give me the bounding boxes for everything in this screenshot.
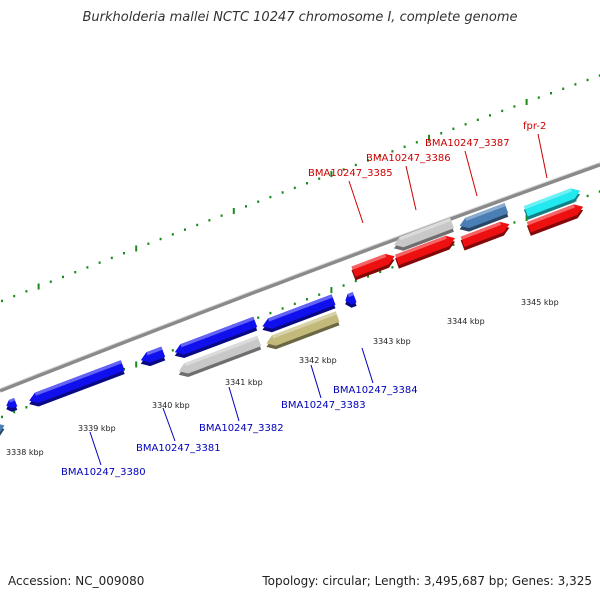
- gene-arrow-3381[interactable]: [140, 346, 166, 367]
- gene-arrow-fpr-2-face: [523, 188, 581, 217]
- leader-line: [310, 364, 322, 399]
- leader-line: [348, 180, 364, 224]
- tick-label: 3338 kbp: [6, 448, 44, 457]
- gene-arrow-fpr-2b-sheen: [526, 204, 575, 226]
- gene-arrow-3385[interactable]: [351, 253, 395, 281]
- tick-label: 3341 kbp: [225, 378, 263, 387]
- tick-label: 3343 kbp: [373, 337, 411, 346]
- tick-dot-rows: [1, 74, 600, 419]
- gene-label[interactable]: BMA10247_3380: [61, 467, 146, 478]
- tick-label: 3344 kbp: [447, 317, 485, 326]
- gene-arrow-3381-sheen: [146, 346, 163, 356]
- tick-label: 3339 kbp: [78, 424, 116, 433]
- gene-arrow-3381b[interactable]: [174, 316, 258, 358]
- gene-arrow-3381b-sheen: [180, 316, 255, 348]
- partial-gene-left-edge-face: [0, 424, 5, 433]
- gene-arrow-3385b-sheen: [395, 235, 447, 258]
- accession-text: Accession: NC_009080: [8, 574, 145, 588]
- gene-arrow-3387b-sheen: [460, 221, 502, 240]
- gene-arrow-3380-sheen: [34, 360, 122, 396]
- gene-arrow-fpr-2b[interactable]: [526, 204, 584, 236]
- tick-label: 3345 kbp: [521, 298, 559, 307]
- gene-arrow-3383[interactable]: [266, 311, 340, 350]
- leader-line: [464, 150, 478, 197]
- gene-arrow-3384-sheen: [347, 292, 354, 298]
- gene-label[interactable]: fpr-2: [523, 121, 546, 132]
- tick-label: 3340 kbp: [152, 401, 190, 410]
- small-gene-arrow-sheen: [8, 398, 15, 403]
- gene-label[interactable]: BMA10247_3383: [281, 400, 366, 411]
- small-gene-arrow[interactable]: [6, 398, 18, 412]
- gene-features: [0, 188, 584, 439]
- tick-label: 3342 kbp: [299, 356, 337, 365]
- gene-label[interactable]: BMA10247_3385: [308, 168, 393, 179]
- gene-label[interactable]: BMA10247_3384: [333, 385, 418, 396]
- backbone-highlight: [0, 162, 600, 390]
- gene-arrow-3382[interactable]: [178, 335, 262, 377]
- map-title: Burkholderia mallei NCTC 10247 chromosom…: [82, 10, 518, 25]
- partial-gene-left-edge[interactable]: [0, 424, 5, 439]
- gene-arrow-3380[interactable]: [29, 360, 125, 407]
- gene-arrow-3387-sheen: [465, 203, 506, 221]
- genome-summary-text: Topology: circular; Length: 3,495,687 bp…: [262, 574, 592, 588]
- leader-line: [537, 133, 548, 179]
- gene-label[interactable]: BMA10247_3382: [199, 423, 284, 434]
- gene-label[interactable]: BMA10247_3386: [366, 153, 451, 164]
- gene-arrow-3384[interactable]: [345, 292, 357, 308]
- gene-arrow-fpr-2-sheen: [523, 188, 572, 210]
- gene-arrow-3382-sheen: [184, 335, 259, 367]
- gene-arrow-fpr-2b-face: [526, 204, 584, 233]
- gene-labels: BMA10247_3380 BMA10247_3381 BMA10247_3382 B…: [61, 121, 548, 478]
- gene-arrow-3385-face: [351, 253, 395, 277]
- gene-arrow-3385b[interactable]: [395, 235, 455, 269]
- gene-arrow-3385b-face: [395, 235, 455, 266]
- leader-line: [89, 431, 102, 466]
- gene-arrow-fpr-2[interactable]: [523, 188, 581, 220]
- leader-line: [162, 407, 176, 442]
- gene-arrow-3383-sheen: [272, 311, 337, 339]
- gene-label[interactable]: BMA10247_3387: [425, 138, 510, 149]
- chromosome-backbone: [0, 162, 600, 393]
- leader-line: [361, 347, 374, 384]
- gene-arrow-3385-sheen: [351, 253, 387, 270]
- gene-arrow-3387b[interactable]: [460, 221, 510, 251]
- leader-line: [405, 165, 417, 211]
- leader-line: [228, 386, 240, 422]
- gene-arrow-3387[interactable]: [459, 203, 509, 232]
- gene-arrow-3386-sheen: [399, 217, 452, 241]
- gene-arrow-3386[interactable]: [394, 217, 454, 251]
- gene-label[interactable]: BMA10247_3381: [136, 443, 221, 454]
- kbp-tick-labels: 3338 kbp 3339 kbp 3340 kbp 3341 kbp 3342 kbp…: [6, 298, 559, 457]
- gene-arrow-3384b-sheen: [268, 294, 333, 322]
- gene-arrow-3384b[interactable]: [262, 294, 336, 333]
- gene-arrow-3387b-face: [460, 221, 510, 247]
- backbone-line: [0, 162, 600, 393]
